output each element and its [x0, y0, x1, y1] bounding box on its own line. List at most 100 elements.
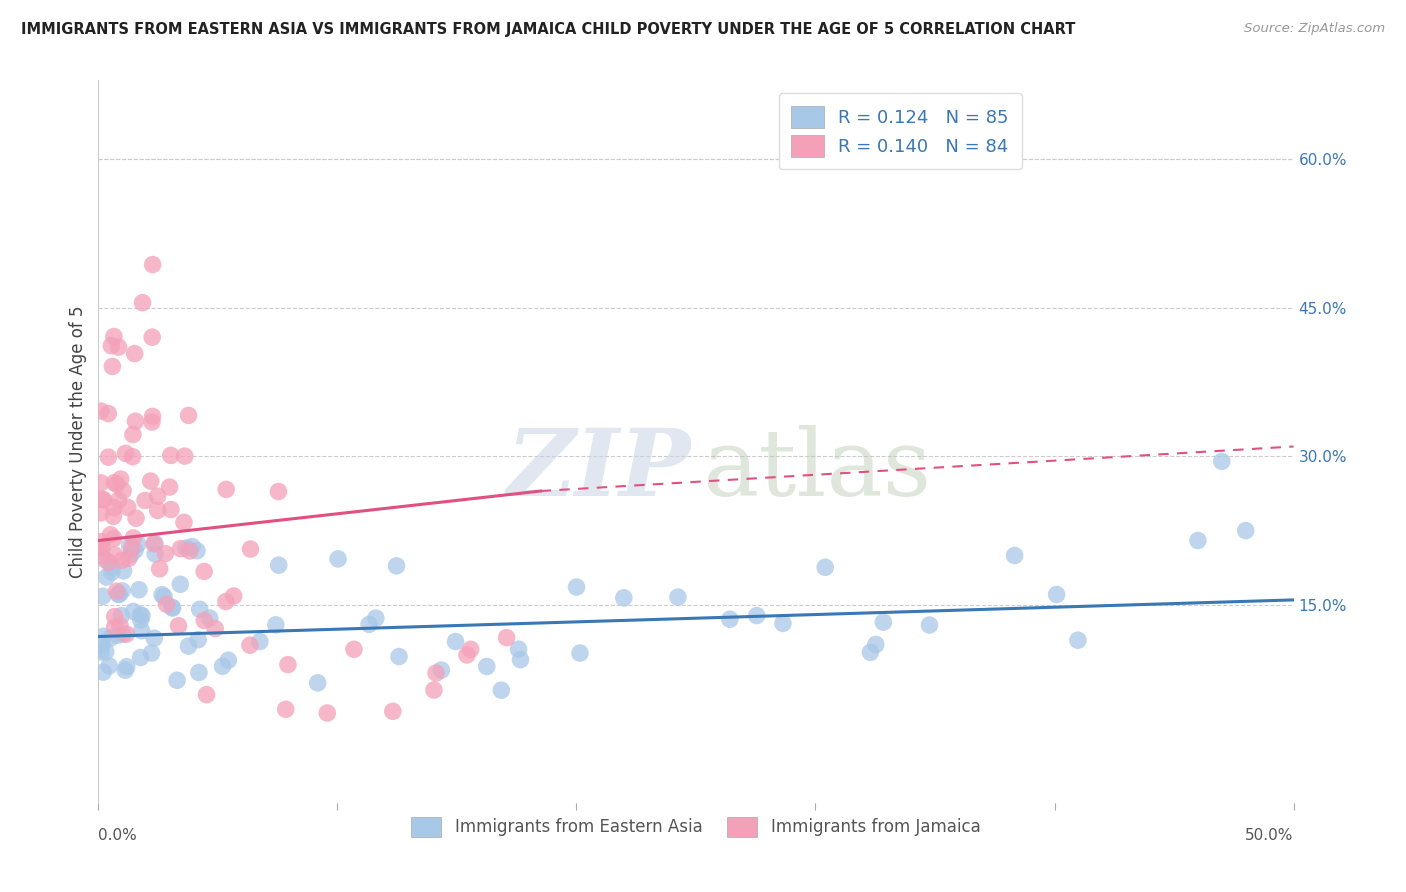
Point [1046, 587, 1069, 601]
Point [129, 613, 152, 627]
Point [160, 502, 183, 516]
Point [103, 475, 125, 490]
Point [143, 536, 166, 550]
Point [364, 611, 387, 625]
Text: 0.0%: 0.0% [98, 828, 138, 843]
Point [239, 542, 262, 557]
Point [249, 634, 271, 648]
Point [98, 631, 121, 645]
Point [112, 627, 135, 641]
Point [141, 415, 163, 429]
Point [90, 404, 112, 418]
Point [103, 548, 125, 562]
Point [97, 407, 120, 421]
Point [267, 484, 290, 499]
Point [181, 540, 204, 554]
Point [204, 622, 226, 636]
Point [425, 666, 447, 681]
Point [103, 532, 125, 546]
Point [143, 631, 166, 645]
Point [274, 702, 297, 716]
Point [666, 590, 689, 604]
Point [127, 537, 149, 551]
Point [122, 427, 145, 442]
Point [100, 339, 122, 353]
Legend: Immigrants from Eastern Asia, Immigrants from Jamaica: Immigrants from Eastern Asia, Immigrants… [399, 805, 993, 848]
Point [143, 547, 166, 561]
Point [143, 537, 166, 551]
Point [159, 480, 181, 494]
Point [173, 449, 195, 463]
Point [94, 552, 117, 566]
Point [91, 665, 114, 680]
Point [198, 611, 221, 625]
Point [565, 580, 588, 594]
Point [159, 449, 181, 463]
Point [142, 409, 165, 424]
Point [107, 493, 129, 508]
Point [150, 588, 173, 602]
Point [173, 516, 195, 530]
Point [169, 577, 191, 591]
Point [90, 492, 112, 507]
Point [93, 492, 115, 507]
Point [104, 609, 127, 624]
Point [90, 534, 112, 549]
Text: 50.0%: 50.0% [1246, 828, 1294, 843]
Point [121, 541, 143, 555]
Point [859, 645, 882, 659]
Text: Source: ZipAtlas.com: Source: ZipAtlas.com [1244, 22, 1385, 36]
Point [179, 544, 201, 558]
Point [131, 608, 153, 623]
Point [222, 589, 245, 603]
Point [118, 551, 141, 566]
Point [772, 616, 794, 631]
Point [217, 653, 239, 667]
Point [110, 472, 132, 486]
Point [918, 618, 941, 632]
Point [460, 642, 482, 657]
Point [174, 541, 197, 556]
Point [509, 653, 531, 667]
Point [115, 659, 138, 673]
Point [167, 618, 190, 632]
Point [90, 475, 112, 490]
Point [103, 509, 125, 524]
Point [96, 570, 118, 584]
Point [1004, 549, 1026, 563]
Point [120, 548, 142, 562]
Point [131, 624, 153, 638]
Point [90, 541, 112, 555]
Point [129, 650, 152, 665]
Point [97, 450, 120, 465]
Point [122, 531, 145, 545]
Point [267, 558, 290, 573]
Point [430, 663, 453, 677]
Point [105, 477, 128, 491]
Point [91, 638, 114, 652]
Point [103, 500, 125, 515]
Point [94, 645, 117, 659]
Point [100, 565, 122, 579]
Point [141, 646, 163, 660]
Point [108, 618, 131, 632]
Point [90, 645, 112, 659]
Point [195, 688, 218, 702]
Point [114, 446, 136, 460]
Point [112, 483, 135, 498]
Point [444, 634, 467, 648]
Point [187, 665, 209, 680]
Point [105, 584, 128, 599]
Point [865, 638, 887, 652]
Point [1067, 633, 1090, 648]
Point [139, 474, 162, 488]
Point [177, 639, 200, 653]
Point [141, 330, 163, 344]
Point [359, 617, 381, 632]
Point [107, 587, 129, 601]
Point [155, 547, 177, 561]
Point [114, 663, 136, 677]
Point [155, 597, 177, 611]
Point [131, 295, 153, 310]
Point [90, 549, 112, 563]
